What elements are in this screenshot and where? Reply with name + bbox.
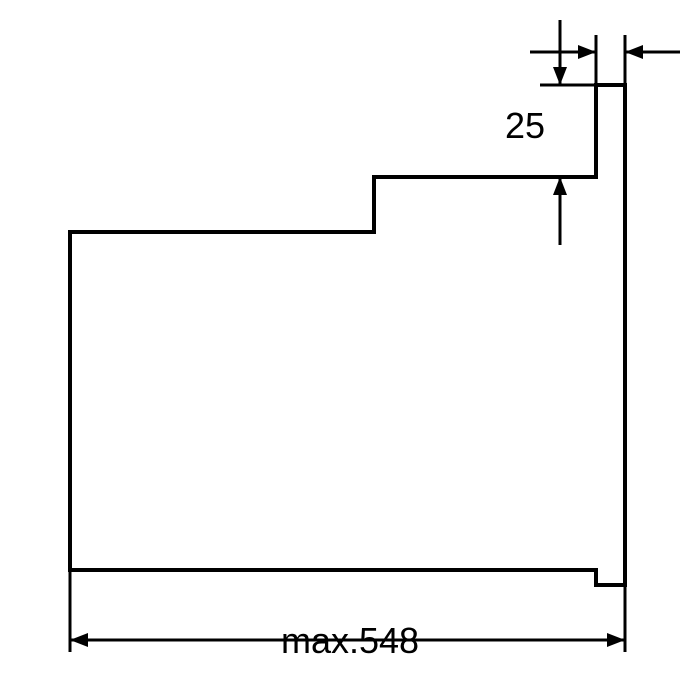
dim-label-25: 25 (505, 105, 545, 146)
dim-label-width: max.548 (281, 620, 419, 661)
profile-outline (70, 85, 625, 585)
